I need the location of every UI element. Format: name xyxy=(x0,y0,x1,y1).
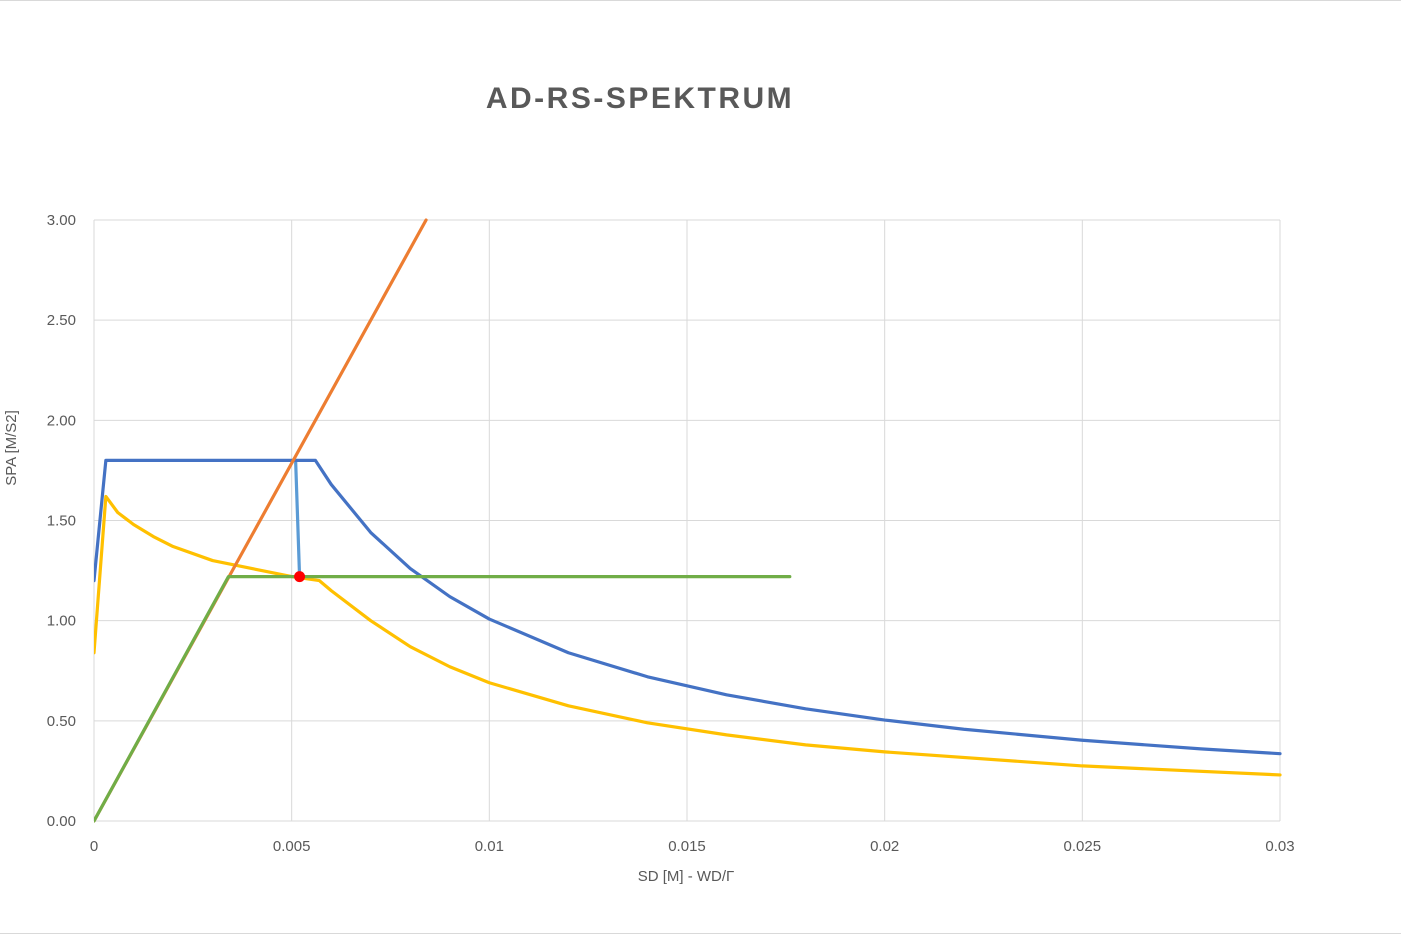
performance-point xyxy=(294,571,306,583)
x-tick-label: 0.025 xyxy=(1064,838,1102,855)
y-tick-label: 2.00 xyxy=(47,412,76,429)
chart-title: AD-RS-SPEKTRUM xyxy=(485,82,795,115)
tick-labels: 0 0.005 0.01 0.015 0.02 0.025 0.03 0.00 0.50 1.00… xyxy=(47,212,1295,855)
series-line-1 xyxy=(94,494,1282,777)
series-lines xyxy=(94,218,1282,823)
x-tick-label: 0.015 xyxy=(668,838,706,855)
grid xyxy=(93,219,1281,822)
y-tick-label: 0.00 xyxy=(47,813,76,830)
y-axis-label: SPA [M/S2] xyxy=(3,410,20,486)
y-tick-label: 0.50 xyxy=(47,713,76,730)
x-tick-label: 0.005 xyxy=(273,838,311,855)
x-tick-label: 0.01 xyxy=(475,838,504,855)
x-tick-label: 0.02 xyxy=(870,838,899,855)
x-axis-label: SD [M] - WD/Γ xyxy=(638,868,735,885)
y-tick-label: 1.00 xyxy=(47,613,76,630)
x-tick-label: 0 xyxy=(90,838,98,855)
series-line-3 xyxy=(94,574,792,823)
series-line-0 xyxy=(94,458,1282,756)
performance-marks xyxy=(294,571,306,583)
x-tick-label: 0.03 xyxy=(1265,838,1294,855)
series-line-4 xyxy=(294,458,302,579)
y-tick-label: 1.50 xyxy=(47,513,76,530)
y-tick-label: 2.50 xyxy=(47,312,76,329)
y-tick-label: 3.00 xyxy=(47,212,76,229)
